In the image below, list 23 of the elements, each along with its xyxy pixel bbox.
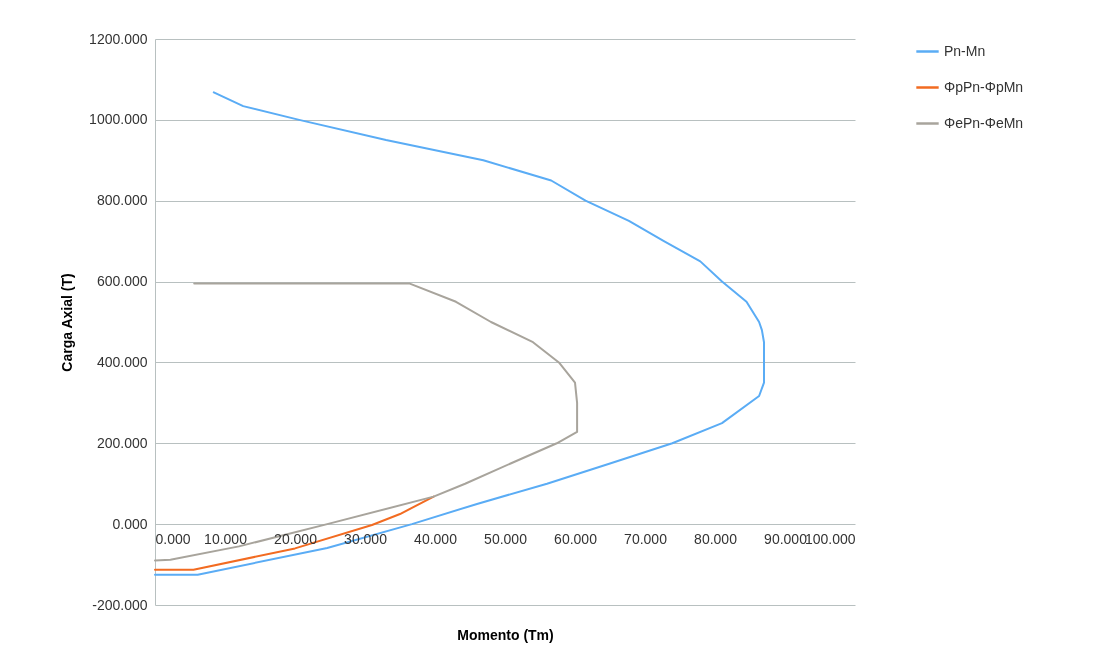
legend-label: ΦpPn-ΦpMn <box>944 78 1024 95</box>
x-tick-label: 60.000 <box>554 530 598 547</box>
x-tick-label: 10.000 <box>204 530 248 547</box>
y-tick-label: 800.000 <box>96 192 148 209</box>
x-tick-label: 0.000 <box>155 530 191 547</box>
y-tick-label: 400.000 <box>96 353 148 370</box>
y-tick-label: 600.000 <box>96 273 148 290</box>
y-tick-label: 0.000 <box>112 515 148 532</box>
legend-label: ΦePn-ΦeMn <box>944 114 1024 131</box>
y-tick-label: 1000.000 <box>89 111 148 128</box>
x-tick-label: 50.000 <box>484 530 528 547</box>
x-axis-title: Momento (Tm) <box>457 627 554 644</box>
y-tick-label: -200.000 <box>92 596 148 613</box>
x-tick-label: 20.000 <box>274 530 318 547</box>
x-tick-label: 90.000 <box>764 530 808 547</box>
line-series <box>154 91 765 576</box>
x-tick-label: 80.000 <box>694 530 738 547</box>
legend-label: Pn-Mn <box>944 42 986 59</box>
y-tick-label: 200.000 <box>96 434 148 451</box>
y-axis-title: Carga Axial (T) <box>59 273 76 372</box>
x-tick-label: 40.000 <box>414 530 458 547</box>
x-tick-label: 70.000 <box>624 530 668 547</box>
y-tick-label: 1200.000 <box>89 30 148 47</box>
